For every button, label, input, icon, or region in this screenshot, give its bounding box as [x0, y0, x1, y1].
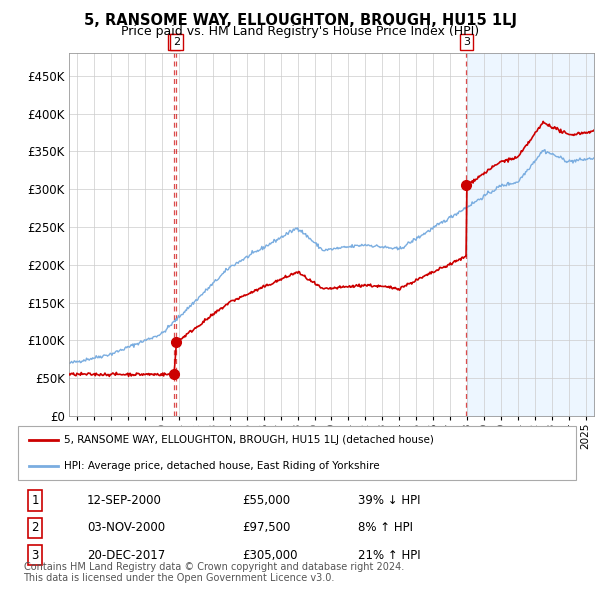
Text: 1: 1	[170, 37, 178, 47]
Text: 39% ↓ HPI: 39% ↓ HPI	[358, 494, 420, 507]
Text: 5, RANSOME WAY, ELLOUGHTON, BROUGH, HU15 1LJ: 5, RANSOME WAY, ELLOUGHTON, BROUGH, HU15…	[83, 13, 517, 28]
Text: 8% ↑ HPI: 8% ↑ HPI	[358, 522, 413, 535]
Text: £305,000: £305,000	[242, 549, 298, 562]
Text: Contains HM Land Registry data © Crown copyright and database right 2024.
This d: Contains HM Land Registry data © Crown c…	[23, 562, 404, 584]
Text: 2: 2	[31, 522, 39, 535]
Text: 20-DEC-2017: 20-DEC-2017	[87, 549, 165, 562]
Text: Price paid vs. HM Land Registry's House Price Index (HPI): Price paid vs. HM Land Registry's House …	[121, 25, 479, 38]
Text: 21% ↑ HPI: 21% ↑ HPI	[358, 549, 420, 562]
Text: 03-NOV-2000: 03-NOV-2000	[87, 522, 165, 535]
Text: 3: 3	[31, 549, 39, 562]
Text: 1: 1	[31, 494, 39, 507]
Text: 12-SEP-2000: 12-SEP-2000	[87, 494, 162, 507]
Text: 3: 3	[463, 37, 470, 47]
Text: £55,000: £55,000	[242, 494, 290, 507]
FancyBboxPatch shape	[18, 427, 577, 480]
Text: 2: 2	[173, 37, 180, 47]
Text: £97,500: £97,500	[242, 522, 291, 535]
Text: 5, RANSOME WAY, ELLOUGHTON, BROUGH, HU15 1LJ (detached house): 5, RANSOME WAY, ELLOUGHTON, BROUGH, HU15…	[64, 435, 434, 445]
Text: HPI: Average price, detached house, East Riding of Yorkshire: HPI: Average price, detached house, East…	[64, 461, 379, 471]
